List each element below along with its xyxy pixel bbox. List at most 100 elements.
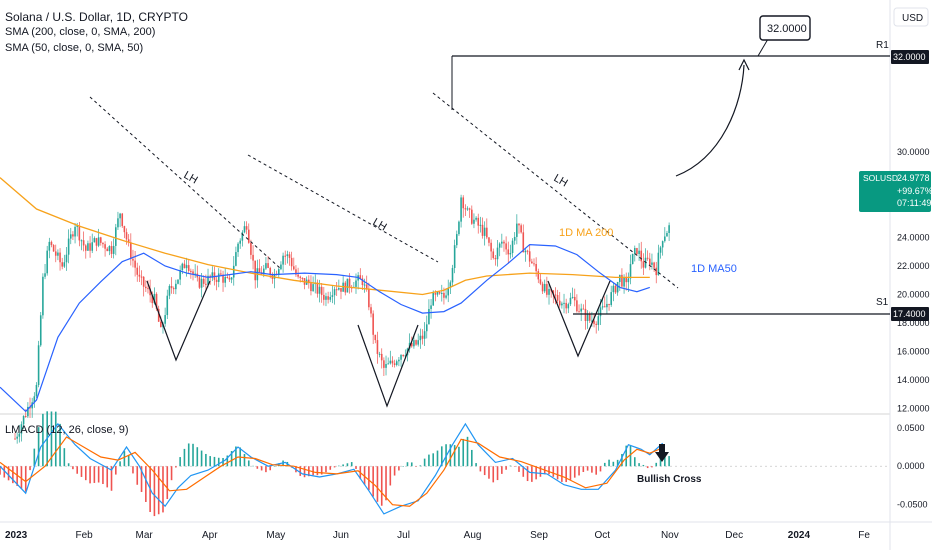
candle-body <box>84 245 87 251</box>
macd-histogram-bar <box>556 466 559 480</box>
macd-histogram-bar <box>175 466 177 468</box>
candle-body <box>185 265 188 269</box>
candle-body <box>151 295 154 304</box>
candle-body <box>50 241 53 246</box>
candle-body <box>147 288 149 290</box>
candle-body <box>402 355 404 357</box>
candle-body <box>391 360 394 364</box>
candle-body <box>614 285 617 293</box>
candle-body <box>640 250 643 262</box>
candle-body <box>241 232 244 241</box>
candle-body <box>561 303 563 306</box>
candle-body <box>170 286 173 289</box>
candle-body <box>518 223 520 226</box>
candle-body <box>554 294 557 296</box>
macd-histogram-bar <box>603 462 606 467</box>
candle-body <box>284 255 287 257</box>
candle-body <box>99 237 102 243</box>
candle-body <box>52 245 55 252</box>
time-tick-label: Sep <box>530 530 548 541</box>
candle-body <box>175 283 177 290</box>
macd-histogram-bar <box>183 448 186 467</box>
candle-body <box>603 306 606 308</box>
macd-histogram-bar <box>642 464 645 467</box>
macd-histogram-bar <box>415 466 417 467</box>
candle-body <box>149 288 151 296</box>
candle-body <box>80 240 83 242</box>
macd-histogram-bar <box>93 466 96 483</box>
projection-arrow <box>675 64 745 177</box>
macd-histogram-bar <box>578 466 580 476</box>
candle-body <box>286 254 289 257</box>
candle-body <box>308 279 310 284</box>
candle-body <box>265 263 267 269</box>
candle-body <box>664 236 666 242</box>
macd-histogram-bar <box>475 463 477 467</box>
candle-body <box>65 254 68 263</box>
candle-body <box>108 246 111 252</box>
time-tick-label: Fe <box>858 530 870 541</box>
macd-histogram-bar <box>419 465 422 467</box>
candle-body <box>359 275 362 279</box>
candle-body <box>220 273 222 275</box>
macd-histogram-bar <box>209 456 211 467</box>
candle-body <box>571 296 574 298</box>
price-tick-label: 14.0000 <box>897 375 930 385</box>
macd-histogram-bar <box>162 466 164 513</box>
candle-body <box>659 247 662 253</box>
candle-body <box>657 252 660 276</box>
v-pattern-3 <box>547 280 611 358</box>
macd-histogram-bar <box>522 466 525 477</box>
macd-histogram-bar <box>625 445 628 467</box>
candle-body <box>39 315 42 346</box>
macd-histogram-bar <box>106 466 109 488</box>
candle-body <box>434 293 437 295</box>
sma200-line <box>0 177 650 296</box>
candle-body <box>335 289 338 291</box>
candle-body <box>509 252 512 255</box>
time-tick-label: Apr <box>202 530 218 541</box>
candle-body <box>228 277 231 280</box>
candle-body <box>546 283 548 295</box>
candle-body <box>179 270 181 280</box>
candle-body <box>166 295 169 316</box>
candle-body <box>198 277 201 288</box>
candle-body <box>164 315 166 324</box>
last-price-tag[interactable] <box>859 171 931 212</box>
candle-body <box>462 197 465 209</box>
candle-body <box>121 213 124 227</box>
candle-body <box>89 243 91 251</box>
candle-body <box>646 257 649 259</box>
candle-body <box>95 238 98 246</box>
candle-body <box>593 320 595 324</box>
candle-body <box>363 284 366 286</box>
candle-body <box>67 238 70 255</box>
macd-histogram-bar <box>612 461 615 467</box>
macd-histogram-bar <box>269 466 272 471</box>
candle-body <box>290 257 293 267</box>
macd-histogram-bar <box>153 466 156 517</box>
candle-body <box>217 273 220 282</box>
currency-button[interactable] <box>893 7 929 27</box>
candle-body <box>666 232 668 237</box>
macd-histogram-bar <box>513 466 516 467</box>
candle-body <box>479 224 482 226</box>
candle-body <box>288 254 291 258</box>
candle-body <box>488 237 490 243</box>
ma50-label: 1D MA50 <box>691 263 737 275</box>
candle-body <box>535 264 537 272</box>
candle-body <box>117 218 119 228</box>
macd-histogram-bar <box>320 466 323 475</box>
candle-body <box>293 266 295 270</box>
macd-histogram-bar <box>501 466 503 474</box>
candle-body <box>430 305 432 309</box>
candle-body <box>78 225 81 241</box>
candle-body <box>61 262 63 267</box>
candle-body <box>340 288 342 292</box>
candle-body <box>398 359 400 362</box>
candle-body <box>668 225 670 233</box>
macd-histogram-bar <box>483 466 486 476</box>
v-pattern-1 <box>146 280 211 362</box>
lh-trendline-3 <box>432 92 679 289</box>
